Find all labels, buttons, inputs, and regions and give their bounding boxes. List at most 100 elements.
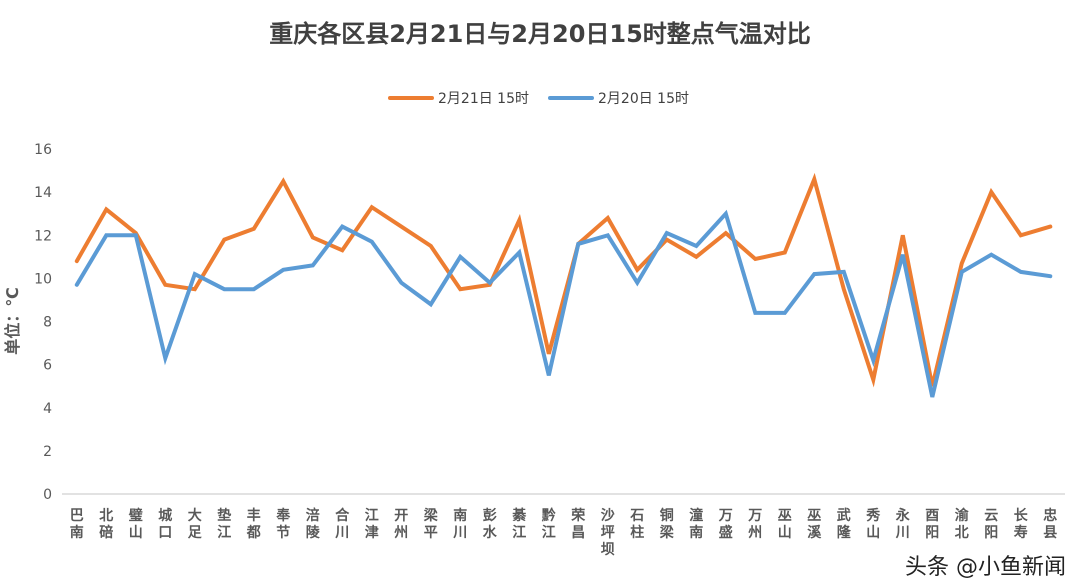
x-tick-label: 渝北 xyxy=(955,507,970,541)
x-tick-char: 坝 xyxy=(601,542,615,558)
x-tick-char: 江 xyxy=(542,524,556,541)
x-tick-label: 铜梁 xyxy=(659,507,675,541)
x-tick-char: 秀 xyxy=(865,507,881,524)
x-tick-char: 沙 xyxy=(601,508,615,524)
x-tick-char: 溪 xyxy=(807,524,822,541)
x-tick-char: 水 xyxy=(483,524,498,541)
x-tick-char: 奉 xyxy=(276,507,291,524)
x-tick-char: 渝 xyxy=(955,507,970,524)
x-tick-label: 荣昌 xyxy=(570,507,586,541)
x-tick-char: 陵 xyxy=(306,524,321,541)
x-tick-label: 忠县 xyxy=(1043,508,1057,541)
x-tick-char: 江 xyxy=(365,507,379,524)
x-tick-label: 沙坪坝 xyxy=(601,508,615,558)
x-tick-char: 州 xyxy=(393,525,408,541)
x-tick-char: 昌 xyxy=(571,525,585,541)
x-tick-char: 隆 xyxy=(837,524,852,541)
chart-title: 重庆各区县2月21日与2月20日15时整点气温对比 xyxy=(269,20,811,48)
x-tick-label: 江津 xyxy=(365,507,379,541)
y-tick-label: 8 xyxy=(43,315,52,331)
y-tick-label: 6 xyxy=(43,358,52,374)
x-tick-char: 石 xyxy=(629,508,644,524)
x-tick-label: 大足 xyxy=(188,507,203,541)
legend-label: 2月21日 15时 xyxy=(438,91,529,107)
x-tick-char: 节 xyxy=(276,524,290,541)
x-tick-char: 盛 xyxy=(719,524,733,541)
x-tick-label: 南川 xyxy=(452,507,467,541)
legend-label: 2月20日 15时 xyxy=(598,91,689,107)
x-tick-char: 江 xyxy=(512,524,526,541)
x-tick-char: 山 xyxy=(778,525,792,541)
x-tick-char: 合 xyxy=(335,507,350,524)
x-tick-char: 铜 xyxy=(660,507,674,524)
legend: 2月21日 15时 2月20日 15时 xyxy=(388,91,689,107)
x-tick-char: 北 xyxy=(99,508,113,524)
x-tick-label: 潼南 xyxy=(689,507,703,541)
x-axis-categories: 巴南北碚璧山城口大足垫江丰都奉节涪陵合川江津开州梁平南川彭水綦江黔江荣昌沙坪坝石… xyxy=(70,507,1058,558)
x-tick-char: 川 xyxy=(895,525,910,541)
x-tick-char: 潼 xyxy=(689,507,703,524)
series-line-2 xyxy=(74,209,1053,398)
x-tick-char: 川 xyxy=(334,525,349,541)
x-tick-char: 忠 xyxy=(1043,508,1057,524)
x-tick-label: 秀山 xyxy=(865,507,881,541)
x-tick-char: 垫 xyxy=(217,507,231,524)
x-tick-label: 酉阳 xyxy=(925,508,939,541)
x-tick-char: 酉 xyxy=(925,508,939,524)
x-tick-char: 阳 xyxy=(984,525,998,541)
x-tick-label: 城口 xyxy=(158,507,172,541)
x-tick-char: 碚 xyxy=(99,524,113,541)
x-tick-label: 云阳 xyxy=(984,508,998,541)
x-tick-char: 州 xyxy=(747,525,762,541)
x-tick-char: 黔 xyxy=(542,507,556,524)
x-tick-label: 万盛 xyxy=(718,508,733,541)
x-tick-char: 坪 xyxy=(601,525,615,541)
x-tick-char: 津 xyxy=(365,524,379,541)
x-tick-label: 奉节 xyxy=(276,507,291,541)
x-tick-char: 彭 xyxy=(483,507,497,524)
x-tick-char: 巫 xyxy=(807,508,821,524)
y-tick-label: 16 xyxy=(34,142,52,158)
x-tick-label: 开州 xyxy=(393,508,408,541)
y-tick-label: 0 xyxy=(43,487,52,503)
x-tick-char: 璧 xyxy=(128,507,143,524)
x-tick-char: 南 xyxy=(453,507,467,524)
y-tick-label: 2 xyxy=(43,444,52,460)
x-tick-char: 南 xyxy=(689,524,703,541)
x-tick-label: 万州 xyxy=(747,508,762,541)
x-tick-label: 长寿 xyxy=(1014,507,1029,541)
x-tick-char: 永 xyxy=(895,507,911,524)
x-tick-label: 北碚 xyxy=(99,508,113,541)
x-tick-label: 璧山 xyxy=(128,507,143,541)
x-tick-char: 武 xyxy=(837,507,851,524)
x-tick-label: 武隆 xyxy=(837,507,852,541)
x-tick-char: 万 xyxy=(718,508,733,524)
x-tick-char: 南 xyxy=(70,524,84,541)
x-tick-char: 阳 xyxy=(925,525,939,541)
x-tick-char: 梁 xyxy=(423,507,439,524)
y-tick-label: 10 xyxy=(34,271,52,287)
x-tick-char: 巫 xyxy=(778,508,792,524)
x-tick-char: 大 xyxy=(188,507,202,524)
y-tick-label: 14 xyxy=(34,185,52,201)
x-tick-label: 石柱 xyxy=(629,508,644,541)
x-tick-char: 县 xyxy=(1043,525,1057,541)
y-tick-label: 12 xyxy=(34,228,52,244)
x-tick-char: 巴 xyxy=(70,508,84,524)
x-tick-label: 巴南 xyxy=(70,508,84,541)
x-tick-char: 寿 xyxy=(1014,524,1028,541)
x-tick-char: 柱 xyxy=(630,524,644,541)
x-tick-label: 涪陵 xyxy=(306,507,321,541)
x-tick-char: 荣 xyxy=(570,507,586,524)
x-tick-char: 丰 xyxy=(247,507,261,524)
x-tick-label: 巫山 xyxy=(778,508,792,541)
x-tick-char: 山 xyxy=(129,525,143,541)
series-group xyxy=(74,172,1053,398)
x-tick-label: 合川 xyxy=(334,507,350,541)
x-tick-char: 足 xyxy=(188,525,203,541)
x-tick-label: 永川 xyxy=(895,507,911,541)
y-axis-ticks: 0 2 4 6 8 10 12 14 16 xyxy=(34,142,52,503)
x-tick-label: 黔江 xyxy=(542,507,556,541)
watermark: 头条 @小鱼新闻 xyxy=(905,555,1066,579)
